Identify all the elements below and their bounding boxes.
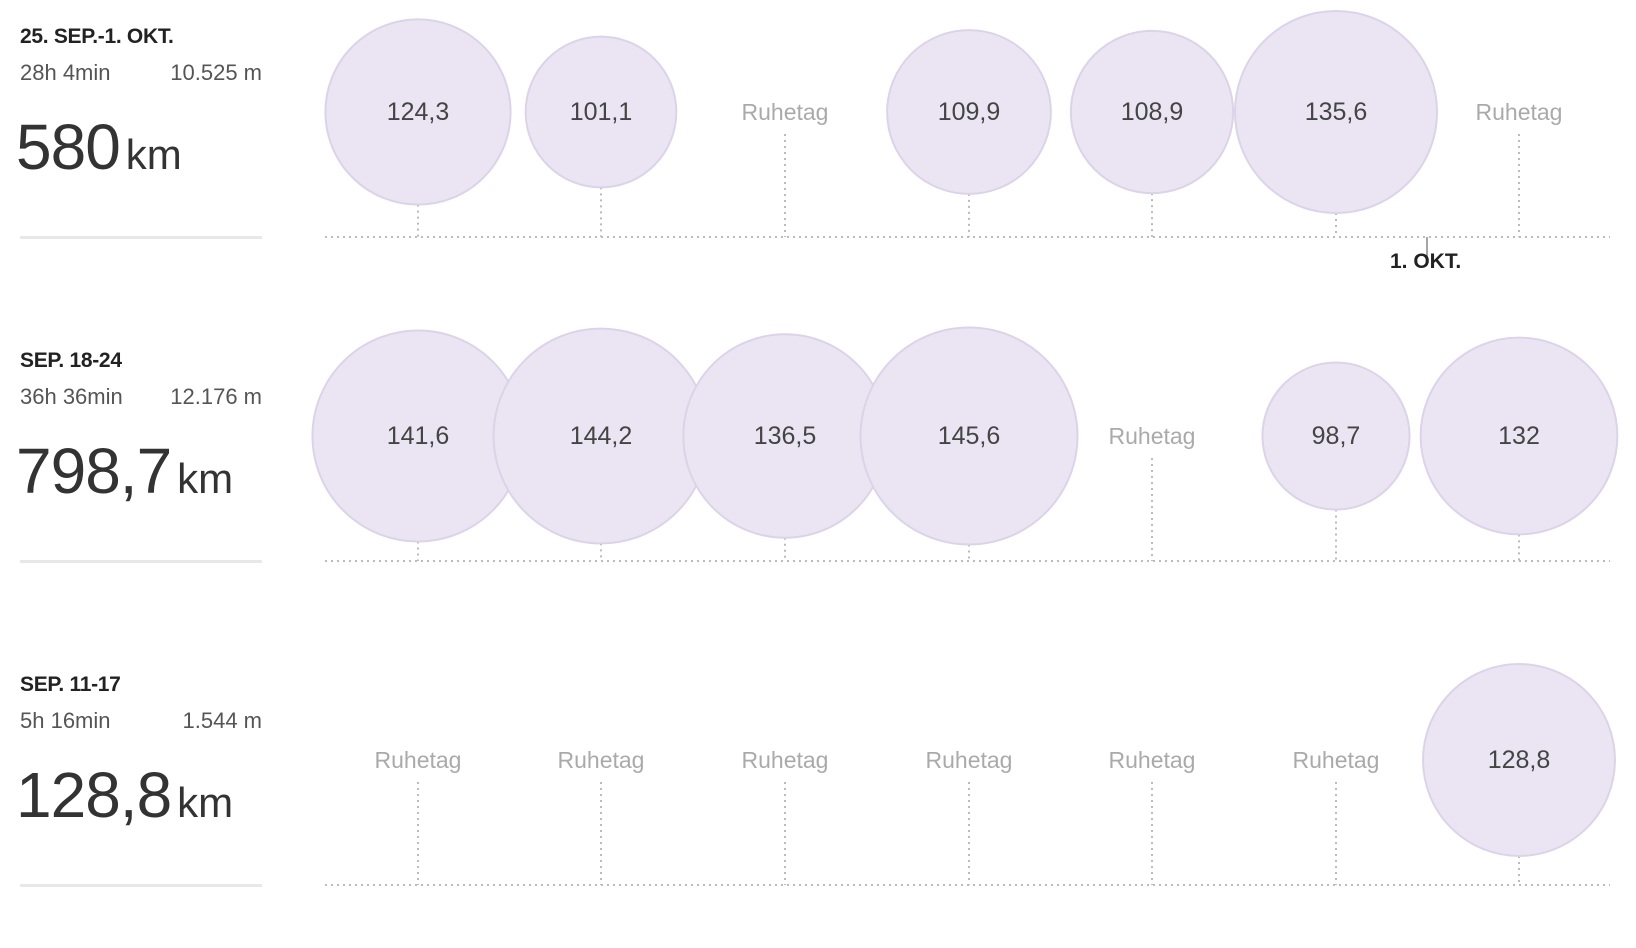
date-marker-label: 1. OKT.: [1390, 250, 1462, 273]
week-summary: SEP. 11-17 5h 16min 1.544 m 128,8 km: [16, 648, 263, 908]
week-duration: 36h 36min: [20, 384, 123, 409]
week-date-range: 25. SEP.-1. OKT.: [20, 25, 174, 48]
week-row: SEP. 11-17 5h 16min 1.544 m 128,8 km Ruhe…: [0, 648, 1636, 948]
rest-day-label: Ruhetag: [1109, 747, 1196, 773]
week-duration: 28h 4min: [20, 60, 111, 85]
week-separator: [20, 884, 262, 887]
rest-day-label: Ruhetag: [742, 99, 829, 125]
week-separator: [20, 560, 262, 563]
rest-day-label: Ruhetag: [1476, 99, 1563, 125]
day-value-label: 141,6: [387, 422, 450, 450]
week-separator: [20, 236, 262, 239]
day-value-label: 109,9: [938, 98, 1001, 126]
week-distance-value: 798,7: [16, 435, 172, 507]
rest-day-label: Ruhetag: [1293, 747, 1380, 773]
week-date-range: SEP. 18-24: [20, 349, 122, 372]
rest-day-label: Ruhetag: [1109, 423, 1196, 449]
week-row: SEP. 18-24 36h 36min 12.176 m 798,7 km 14…: [0, 324, 1636, 624]
day-value-label: 145,6: [938, 422, 1001, 450]
week-day-bubbles: 124,3 101,1 Ruhetag 109,9 108,9 135,6 Ruhetag: [324, 9, 1610, 257]
rest-day-label: Ruhetag: [558, 747, 645, 773]
week-elevation: 1.544 m: [182, 708, 263, 733]
day-bubble: [1419, 336, 1619, 536]
week-duration: 5h 16min: [20, 708, 111, 733]
day-value-label: 144,2: [570, 422, 633, 450]
day-bubble: [524, 35, 678, 189]
week-elevation: 10.525 m: [170, 60, 262, 85]
day-bubble: [1261, 361, 1411, 511]
day-bubble: [324, 18, 512, 206]
week-summary: 25. SEP.-1. OKT. 28h 4min 10.525 m 580 km: [16, 0, 262, 260]
rest-day-label: Ruhetag: [375, 747, 462, 773]
day-value-label: 135,6: [1305, 98, 1368, 126]
week-row: 25. SEP.-1. OKT. 28h 4min 10.525 m 580 km…: [0, 0, 1636, 300]
week-day-bubbles: Ruhetag Ruhetag Ruhetag Ruhetag Ruhetag Ruhet…: [325, 663, 1616, 886]
day-bubble: [859, 326, 1079, 546]
week-distance-value: 580: [16, 111, 121, 183]
day-value-label: 128,8: [1488, 746, 1551, 774]
week-summary: SEP. 18-24 36h 36min 12.176 m 798,7 km: [16, 324, 262, 584]
day-value-label: 124,3: [387, 98, 450, 126]
week-distance: 128,8 km: [16, 758, 233, 832]
week-distance: 580 km: [16, 110, 182, 184]
rest-day-label: Ruhetag: [926, 747, 1013, 773]
week-elevation: 12.176 m: [170, 384, 262, 409]
day-value-label: 101,1: [570, 98, 633, 126]
day-bubble: [1069, 29, 1235, 195]
rest-day-label: Ruhetag: [742, 747, 829, 773]
week-date-range: SEP. 11-17: [20, 673, 121, 696]
week-distance-unit: km: [177, 455, 234, 502]
week-distance: 798,7 km: [16, 434, 233, 508]
day-value-label: 108,9: [1121, 98, 1184, 126]
day-value-label: 98,7: [1312, 422, 1361, 450]
week-distance-unit: km: [177, 779, 234, 826]
day-bubble: [1422, 663, 1616, 857]
day-bubble: [886, 29, 1052, 195]
week-day-bubbles: 141,6 144,2 136,5 145,6 Ruhetag 98,7 132: [311, 326, 1619, 562]
day-value-label: 136,5: [754, 422, 817, 450]
week-distance-unit: km: [125, 131, 182, 178]
day-bubble: [1233, 9, 1439, 215]
week-distance-value: 128,8: [16, 759, 172, 831]
day-value-label: 132: [1498, 422, 1540, 450]
